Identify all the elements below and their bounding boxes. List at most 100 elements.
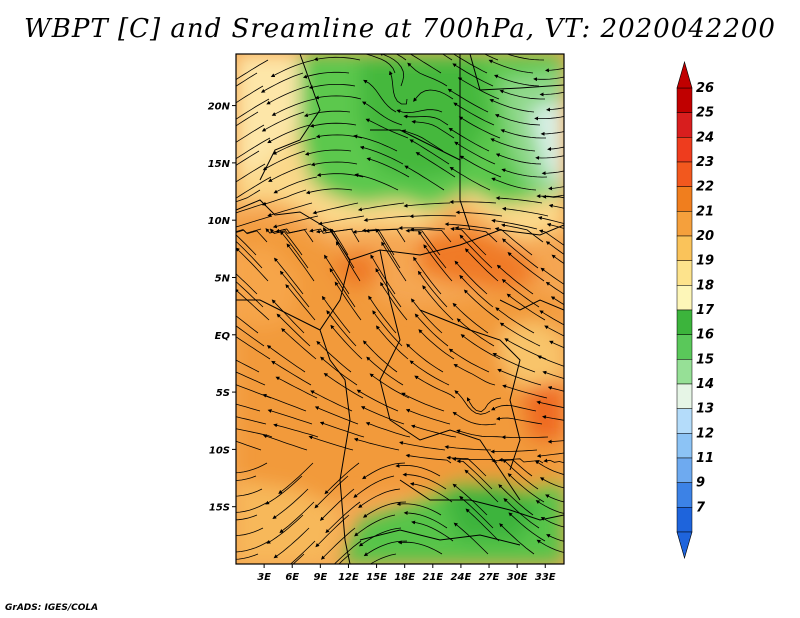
streamline bbox=[409, 482, 453, 503]
streamline bbox=[322, 227, 360, 243]
streamline bbox=[338, 553, 351, 564]
streamline bbox=[398, 226, 446, 231]
colorbar-level-label: 9 bbox=[696, 476, 705, 491]
map-title: WBPT [C] and Sreamline at 700hPa, VT: 20… bbox=[24, 14, 776, 44]
streamline bbox=[453, 364, 496, 386]
streamline bbox=[405, 228, 441, 256]
colorbar-level-label: 26 bbox=[696, 81, 714, 96]
streamline bbox=[499, 89, 545, 100]
streamline bbox=[370, 254, 396, 295]
streamline bbox=[303, 110, 351, 118]
streamline bbox=[271, 98, 316, 116]
streamline bbox=[538, 229, 564, 246]
streamline bbox=[459, 155, 502, 178]
streamline bbox=[365, 118, 409, 139]
streamline bbox=[271, 360, 312, 386]
streamline bbox=[395, 54, 407, 61]
colorbar-swatch bbox=[676, 186, 693, 212]
streamline bbox=[273, 257, 304, 295]
longitude-axis: 3E 6E 9E 12E 15E 18E 21E 24E 27E 30E 33E bbox=[257, 564, 556, 583]
streamline bbox=[502, 384, 548, 399]
streamline bbox=[502, 238, 539, 269]
colorbar-swatch bbox=[676, 161, 693, 187]
streamline bbox=[545, 281, 564, 295]
streamlines bbox=[236, 54, 564, 564]
lon-tick-label: 27E bbox=[479, 572, 500, 583]
colorbar-level-label: 14 bbox=[696, 377, 714, 392]
lat-tick-label: 10S bbox=[209, 445, 230, 456]
streamline bbox=[353, 437, 400, 451]
streamline bbox=[236, 240, 263, 269]
streamline bbox=[490, 449, 538, 454]
streamline bbox=[415, 152, 456, 178]
colorbar-level-label: 16 bbox=[696, 328, 714, 343]
streamline bbox=[459, 274, 494, 308]
streamline bbox=[454, 226, 498, 243]
streamline bbox=[366, 356, 404, 386]
streamline bbox=[535, 155, 564, 160]
lat-tick-label: EQ bbox=[215, 331, 231, 342]
streamline bbox=[236, 371, 266, 386]
streamline bbox=[330, 324, 363, 360]
streamline bbox=[454, 141, 496, 165]
streamline bbox=[543, 458, 564, 464]
streamline bbox=[236, 288, 270, 321]
streamline bbox=[379, 54, 405, 87]
streamline bbox=[366, 157, 410, 178]
streamline bbox=[320, 356, 358, 386]
colorbar-level-label: 24 bbox=[696, 130, 714, 145]
streamline bbox=[453, 522, 489, 555]
streamline bbox=[490, 404, 537, 412]
streamline bbox=[411, 520, 454, 542]
streamline bbox=[506, 293, 546, 321]
streamline bbox=[547, 146, 564, 151]
streamline bbox=[549, 340, 564, 349]
streamline bbox=[542, 194, 564, 199]
streamline bbox=[452, 302, 489, 334]
streamline bbox=[236, 315, 259, 334]
colorbar-level-label: 15 bbox=[696, 352, 714, 367]
streamline bbox=[488, 59, 534, 74]
streamline bbox=[355, 54, 396, 74]
streamline bbox=[499, 322, 541, 347]
streamline bbox=[268, 163, 312, 182]
streamline bbox=[262, 393, 307, 412]
streamline bbox=[261, 189, 307, 206]
streamline bbox=[365, 422, 411, 438]
streamline bbox=[464, 248, 499, 282]
streamline bbox=[397, 540, 443, 555]
streamline bbox=[267, 124, 311, 144]
streamline bbox=[489, 99, 535, 113]
streamline bbox=[236, 527, 264, 536]
streamline bbox=[539, 477, 564, 489]
streamline bbox=[320, 527, 356, 560]
streamline bbox=[361, 228, 395, 256]
streamline bbox=[363, 79, 397, 113]
lat-tick-label: 5N bbox=[215, 273, 231, 284]
streamline bbox=[279, 270, 310, 308]
streamline bbox=[302, 71, 350, 79]
lon-tick-label: 18E bbox=[394, 572, 415, 583]
streamline bbox=[402, 472, 447, 490]
streamline bbox=[490, 138, 536, 152]
streamline bbox=[396, 502, 442, 516]
streamline bbox=[236, 501, 269, 513]
colorbar-level-label: 25 bbox=[696, 106, 714, 121]
streamline bbox=[450, 227, 487, 256]
streamline bbox=[324, 254, 350, 295]
streamline bbox=[508, 512, 546, 542]
streamline bbox=[507, 473, 545, 503]
streamline bbox=[353, 475, 395, 498]
streamline bbox=[540, 267, 564, 285]
streamline bbox=[501, 223, 544, 243]
streamline bbox=[292, 553, 305, 564]
streamline bbox=[375, 228, 401, 269]
streamline bbox=[314, 475, 349, 509]
streamline bbox=[405, 453, 452, 464]
streamline bbox=[455, 210, 503, 217]
streamline bbox=[314, 406, 359, 425]
streamline bbox=[403, 114, 449, 126]
streamline bbox=[537, 216, 564, 224]
streamline bbox=[308, 84, 356, 90]
